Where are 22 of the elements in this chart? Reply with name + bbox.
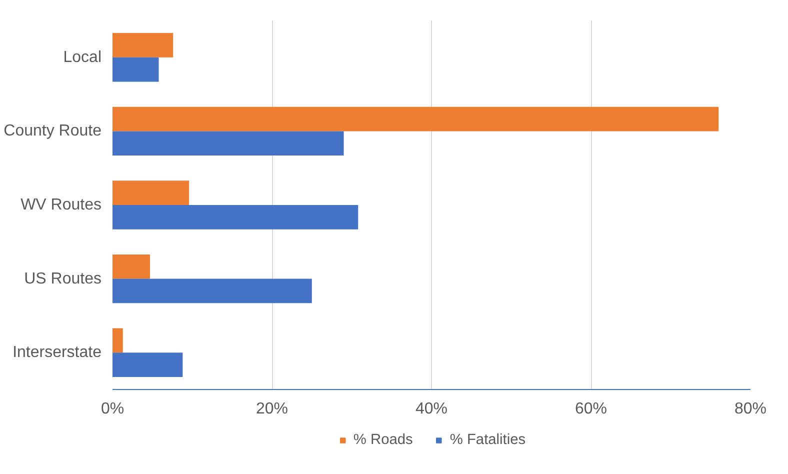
y-tick-label: Local [63, 48, 102, 66]
bar [112, 205, 358, 230]
bar [112, 352, 183, 377]
x-tick-label: 20% [256, 400, 288, 418]
y-tick-label: WV Routes [20, 196, 102, 214]
x-tick-label: 80% [734, 400, 767, 418]
y-tick-label: Interserstate [12, 344, 102, 362]
bar [112, 131, 344, 156]
bar [112, 254, 150, 279]
x-tick-label: 60% [574, 400, 608, 418]
legend-label: % Roads [353, 432, 413, 448]
x-tick-label: 0% [100, 400, 124, 418]
legend-label: % Fatalities [450, 432, 526, 448]
bar [112, 278, 312, 304]
bar [112, 106, 719, 132]
y-tick-label: US Routes [24, 270, 102, 288]
bar [112, 180, 190, 205]
x-tick-label: 40% [415, 400, 448, 418]
bar [112, 57, 159, 82]
bar [112, 33, 174, 58]
bar [112, 328, 123, 353]
y-tick-label: County Route [4, 122, 102, 140]
